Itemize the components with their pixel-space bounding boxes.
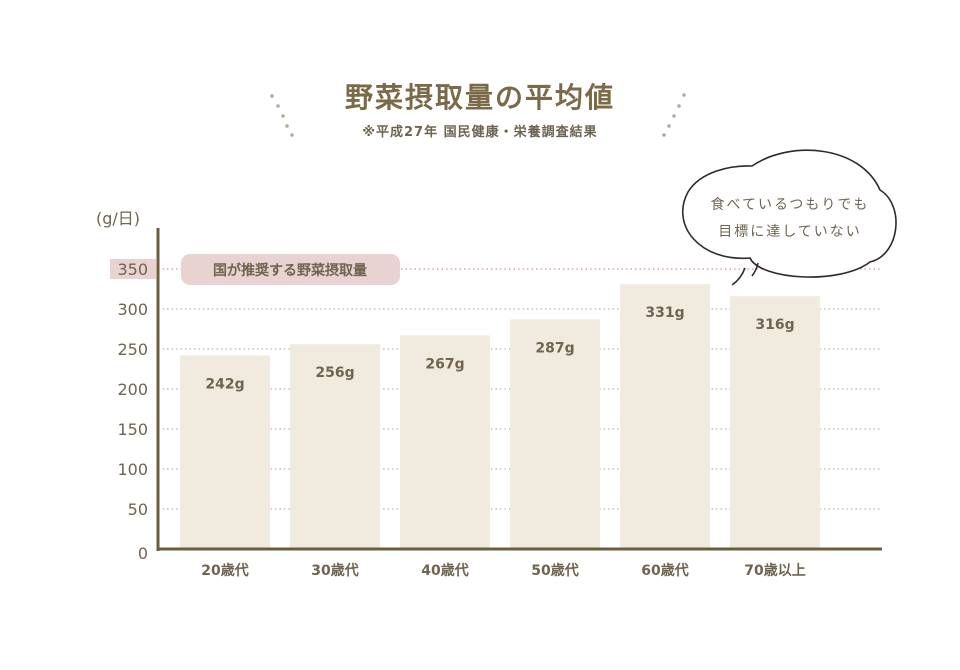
y-tick-label: 350 [117, 260, 148, 279]
decor-dot [672, 114, 676, 118]
decor-dot [662, 133, 666, 137]
title-decoration [270, 93, 686, 137]
bar-data-label: 256g [315, 365, 354, 381]
bar-data-label: 287g [535, 340, 574, 356]
reference-tick-highlight-box [110, 259, 156, 279]
y-tick-label: 250 [117, 340, 148, 359]
bubble-text-line1: 食べているつもりでも [710, 197, 870, 213]
y-tick-label: 150 [117, 420, 148, 439]
speech-bubble-outline [682, 149, 897, 278]
decor-dot [270, 94, 274, 98]
decor-dot [276, 104, 280, 108]
y-tick-label: 0 [138, 544, 148, 563]
x-axis-ticks: 20歳代 30歳代 40歳代 50歳代 60歳代 70歳以上 [201, 562, 805, 579]
y-tick-label: 100 [117, 460, 148, 479]
x-tick-label: 60歳代 [641, 562, 688, 579]
decor-dot [281, 114, 285, 118]
reference-badge [181, 254, 400, 285]
bar [180, 355, 270, 549]
chart-subtitle: ※平成27年 国民健康・栄養調査結果 [362, 125, 598, 140]
decor-dot [677, 104, 681, 108]
x-tick-label: 70歳以上 [744, 562, 805, 579]
chart-title: 野菜摂取量の平均値 [344, 81, 615, 114]
x-tick-label: 50歳代 [531, 562, 578, 579]
decor-dot [285, 124, 289, 128]
bar-data-label: 331g [645, 305, 684, 321]
y-axis-ticks: 0 50 100 150 200 250 300 350 [117, 260, 148, 563]
bar [620, 284, 710, 549]
y-tick-label: 50 [128, 500, 148, 519]
reference-line-group: 国が推奨する野菜摂取量 [158, 254, 882, 285]
x-tick-label: 30歳代 [311, 562, 358, 579]
bar [730, 296, 820, 549]
axes [156, 228, 882, 551]
bar-data-label: 316g [755, 317, 794, 333]
decor-dot [290, 133, 294, 137]
y-tick-label: 300 [117, 300, 148, 319]
bars: 242g 256g 267g 287g 331g 316g [180, 284, 820, 549]
bar-data-label: 242g [205, 376, 244, 392]
y-tick-label: 200 [117, 380, 148, 399]
speech-bubble-tail [751, 262, 759, 277]
speech-bubble [682, 149, 897, 286]
bar [290, 344, 380, 549]
bar [510, 319, 600, 549]
reference-tick-highlight [110, 259, 156, 279]
x-tick-label: 20歳代 [201, 562, 248, 579]
bar [400, 335, 490, 549]
speech-bubble-tail [731, 267, 746, 286]
reference-label: 国が推奨する野菜摂取量 [213, 262, 367, 279]
y-axis-label: (g/日) [96, 209, 141, 228]
x-tick-label: 40歳代 [421, 562, 468, 579]
decor-dot [667, 124, 671, 128]
bubble-text-line2: 目標に達していない [718, 224, 862, 240]
decor-dot [682, 93, 686, 97]
bar-data-label: 267g [425, 356, 464, 372]
